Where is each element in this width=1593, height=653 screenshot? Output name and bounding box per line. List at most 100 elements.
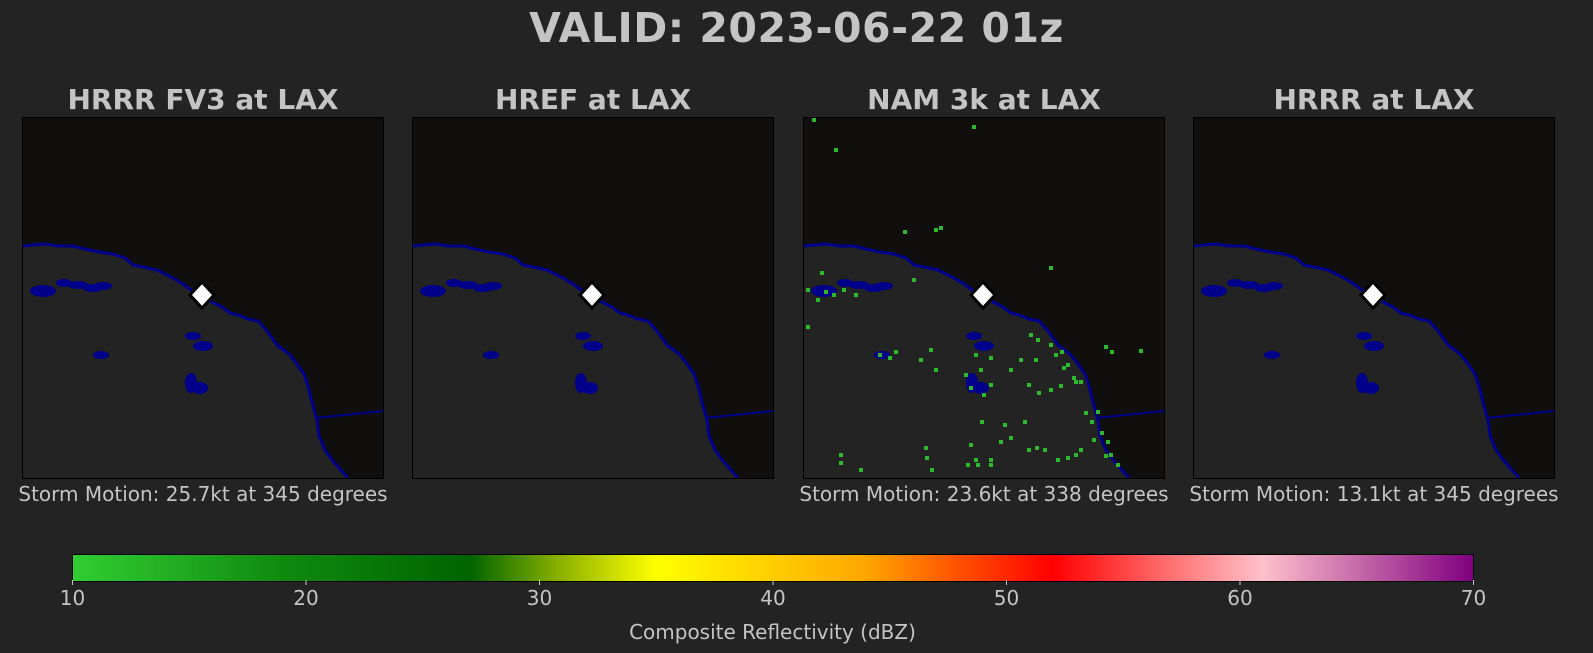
reflectivity-echo [979, 368, 983, 372]
land-area [23, 244, 348, 478]
reflectivity-echo [1027, 448, 1031, 452]
land-area [1194, 244, 1519, 478]
reflectivity-echo [1035, 446, 1039, 450]
reflectivity-echo [1023, 420, 1027, 424]
island [458, 281, 478, 289]
island [966, 332, 982, 340]
island [420, 285, 446, 297]
reflectivity-echo [912, 278, 916, 282]
reflectivity-echo [1079, 448, 1083, 452]
reflectivity-echo [839, 461, 843, 465]
map-frame [412, 117, 774, 479]
reflectivity-echo [1072, 376, 1076, 380]
reflectivity-echo [974, 353, 978, 357]
reflectivity-echo [854, 293, 858, 297]
island [94, 282, 112, 290]
ocean-area [315, 418, 383, 478]
colorbar-tick-marks [72, 580, 1474, 585]
island [1265, 282, 1283, 290]
reflectivity-echo [980, 420, 984, 424]
reflectivity-echo [1049, 266, 1053, 270]
reflectivity-echo [888, 356, 892, 360]
reflectivity-echo [930, 468, 934, 472]
reflectivity-echo [1054, 353, 1058, 357]
reflectivity-echo [1037, 391, 1041, 395]
island [1264, 351, 1280, 359]
state-border [704, 410, 773, 419]
reflectivity-echo [939, 226, 943, 230]
reflectivity-echo [1029, 333, 1033, 337]
reflectivity-echo [969, 443, 973, 447]
colorbar-label: Composite Reflectivity (dBZ) [629, 620, 916, 644]
state-border [314, 410, 383, 419]
map-frame [803, 117, 1165, 479]
colorbar-tick-label: 30 [526, 586, 553, 610]
island [93, 351, 109, 359]
ocean-area [705, 418, 773, 478]
reflectivity-echo [1096, 410, 1100, 414]
panel-href: HREF at LAX [412, 82, 774, 479]
reflectivity-echo [1110, 350, 1114, 354]
ocean-area [1096, 418, 1164, 478]
island [1364, 341, 1384, 351]
reflectivity-echo [878, 353, 882, 357]
reflectivity-echo [1139, 349, 1143, 353]
island [875, 282, 893, 290]
island [192, 382, 208, 394]
island [30, 285, 56, 297]
reflectivity-colorbar [72, 554, 1474, 582]
map-canvas [413, 118, 773, 478]
reflectivity-echo [1059, 384, 1063, 388]
reflectivity-echo [812, 118, 816, 122]
map-canvas [804, 118, 1164, 478]
reflectivity-echo [982, 393, 986, 397]
coastline [23, 242, 350, 478]
island [575, 332, 591, 340]
land-area [804, 244, 1129, 478]
reflectivity-echo [824, 290, 828, 294]
reflectivity-echo [894, 350, 898, 354]
reflectivity-echo [964, 373, 968, 377]
station-diamond-marker [187, 279, 217, 311]
reflectivity-echo [1019, 358, 1023, 362]
station-diamond-marker [1358, 279, 1388, 311]
reflectivity-echo [976, 463, 980, 467]
reflectivity-echo [934, 228, 938, 232]
island [1239, 281, 1259, 289]
island [1363, 382, 1379, 394]
reflectivity-echo [989, 458, 993, 462]
island [1201, 285, 1227, 297]
reflectivity-echo [1043, 448, 1047, 452]
reflectivity-echo [966, 463, 970, 467]
reflectivity-echo [903, 230, 907, 234]
reflectivity-echo [1104, 345, 1108, 349]
reflectivity-echo [834, 148, 838, 152]
reflectivity-echo [1079, 380, 1083, 384]
panel-title: HRRR FV3 at LAX [67, 83, 339, 116]
ocean-area [1486, 418, 1554, 478]
colorbar-tick-labels: 10 20 30 40 50 60 70 [60, 586, 1486, 612]
reflectivity-echo [1060, 350, 1064, 354]
panel-title: HREF at LAX [494, 83, 692, 116]
panel-hrrr: HRRR at LAX Storm Motion: 13.1kt at 345 … [1189, 82, 1558, 506]
colorbar-tick-label: 70 [1460, 586, 1487, 610]
reflectivity-echo [859, 468, 863, 472]
reflectivity-echo [1009, 368, 1013, 372]
reflectivity-echo [919, 358, 923, 362]
reflectivity-echo [1074, 453, 1078, 457]
storm-motion-text: Storm Motion: 25.7kt at 345 degrees [18, 482, 388, 506]
colorbar-tick-label: 50 [993, 586, 1020, 610]
reflectivity-echo [1062, 366, 1066, 370]
reflectivity-echo [1036, 338, 1040, 342]
reflectivity-echo [1009, 436, 1013, 440]
map-frame [1193, 117, 1555, 479]
island [68, 281, 88, 289]
page-title: VALID: 2023-06-22 01z [529, 4, 1064, 52]
reflectivity-echo [806, 288, 810, 292]
reflectivity-echo [989, 463, 993, 467]
island [849, 281, 869, 289]
reflectivity-echo [1003, 423, 1007, 427]
reflectivity-echo [1100, 431, 1104, 435]
land-area [413, 244, 738, 478]
state-border [1485, 410, 1554, 419]
